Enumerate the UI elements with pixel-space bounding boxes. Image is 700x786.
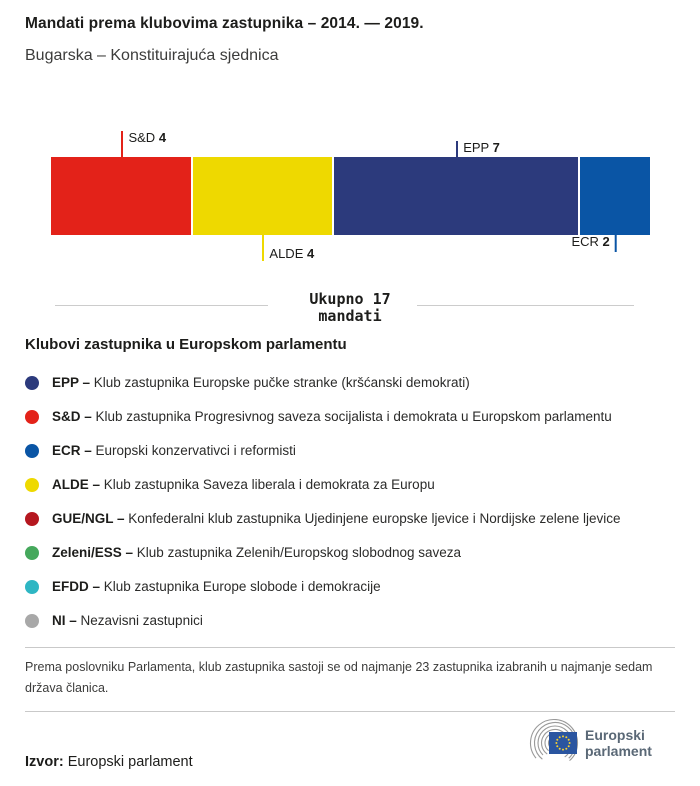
logo-wordmark: Europski parlament [585,727,652,759]
label-tick [121,131,124,157]
label-text: ALDE 4 [269,246,315,261]
group-color-dot [25,511,39,526]
bar-label-alde: ALDE 4 [262,235,319,261]
label-text: ECR 2 [571,234,610,249]
group-color-dot [25,477,39,492]
label-text: S&D 4 [128,130,167,145]
legend-heading: Klubovi zastupnika u Europskom parlament… [25,336,347,353]
divider-note-bottom [25,711,675,712]
seats-stacked-bar-chart: S&D 4 ALDE 4 EPP 7 ECR 2 [51,129,650,261]
legend-item-zeleniess: Zeleni/ESS – Klub zastupnika Zelenih/Eur… [25,545,675,560]
total-banner: Ukupno 17 mandati [25,291,675,331]
legend-item-guengl: GUE/NGL – Konfederalni klub zastupnika U… [25,511,675,526]
total-mandates-label: Ukupno 17 mandati [309,290,391,325]
group-color-dot [25,613,39,628]
europarl-logo: Europski parlament [529,718,652,768]
legend-item-label: EFDD – Klub zastupnika Europe slobode i … [52,579,381,594]
legend-item-label: Zeleni/ESS – Klub zastupnika Zelenih/Eur… [52,545,462,560]
legend-item-label: NI – Nezavisni zastupnici [52,613,203,628]
divider-right [417,305,634,306]
source-value: Europski parlament [67,754,193,770]
legend-item-efdd: EFDD – Klub zastupnika Europe slobode i … [25,579,675,594]
bar-label-ecr: ECR 2 [566,234,617,252]
legend-item-label: ECR – Europski konzervativci i reformist… [52,443,296,458]
legend-item-label: EPP – Klub zastupnika Europske pučke str… [52,375,470,390]
label-tick [456,141,459,157]
group-color-dot [25,443,39,458]
footer: Izvor: Europski parlament [25,712,675,778]
label-text: EPP 7 [463,140,500,155]
legend-item-alde: ALDE – Klub zastupnika Saveza liberala i… [25,477,675,492]
bar-segment-epp [334,157,579,235]
legend-item-ecr: ECR – Europski konzervativci i reformist… [25,443,675,458]
legend-item-label: S&D – Klub zastupnika Progresivnog savez… [52,409,612,424]
svg-text:parlament: parlament [585,743,652,759]
stacked-bar [51,157,650,235]
divider-note-top [25,647,675,648]
legend-item-label: GUE/NGL – Konfederalni klub zastupnika U… [52,511,621,526]
legend-item-label: ALDE – Klub zastupnika Saveza liberala i… [52,477,435,492]
legend-item-sd: S&D – Klub zastupnika Progresivnog savez… [25,409,675,424]
group-color-dot [25,545,39,560]
legend-item-epp: EPP – Klub zastupnika Europske pučke str… [25,375,675,390]
group-color-dot [25,409,39,424]
group-color-dot [25,579,39,594]
divider-left [55,305,268,306]
source-line: Izvor: Europski parlament [25,754,193,770]
bar-segment-alde [192,157,333,235]
footnote: Prema poslovniku Parlamenta, klub zastup… [25,660,653,695]
page-subtitle: Bugarska – Konstituirajuća sjednica [25,47,279,64]
bar-segment-ecr [580,157,650,235]
bar-label-epp: EPP 7 [456,141,505,157]
svg-text:Europski: Europski [585,727,645,743]
legend-list: EPP – Klub zastupnika Europske pučke str… [25,375,675,628]
bar-label-sd: S&D 4 [121,131,171,157]
legend-item-ni: NI – Nezavisni zastupnici [25,613,675,628]
label-tick [614,235,617,252]
group-color-dot [25,375,39,390]
source-label: Izvor: [25,754,64,770]
page-title: Mandati prema klubovima zastupnika – 201… [25,15,424,32]
bar-segment-sd [51,157,191,235]
eu-flag-icon [549,732,577,754]
label-tick [262,235,265,261]
